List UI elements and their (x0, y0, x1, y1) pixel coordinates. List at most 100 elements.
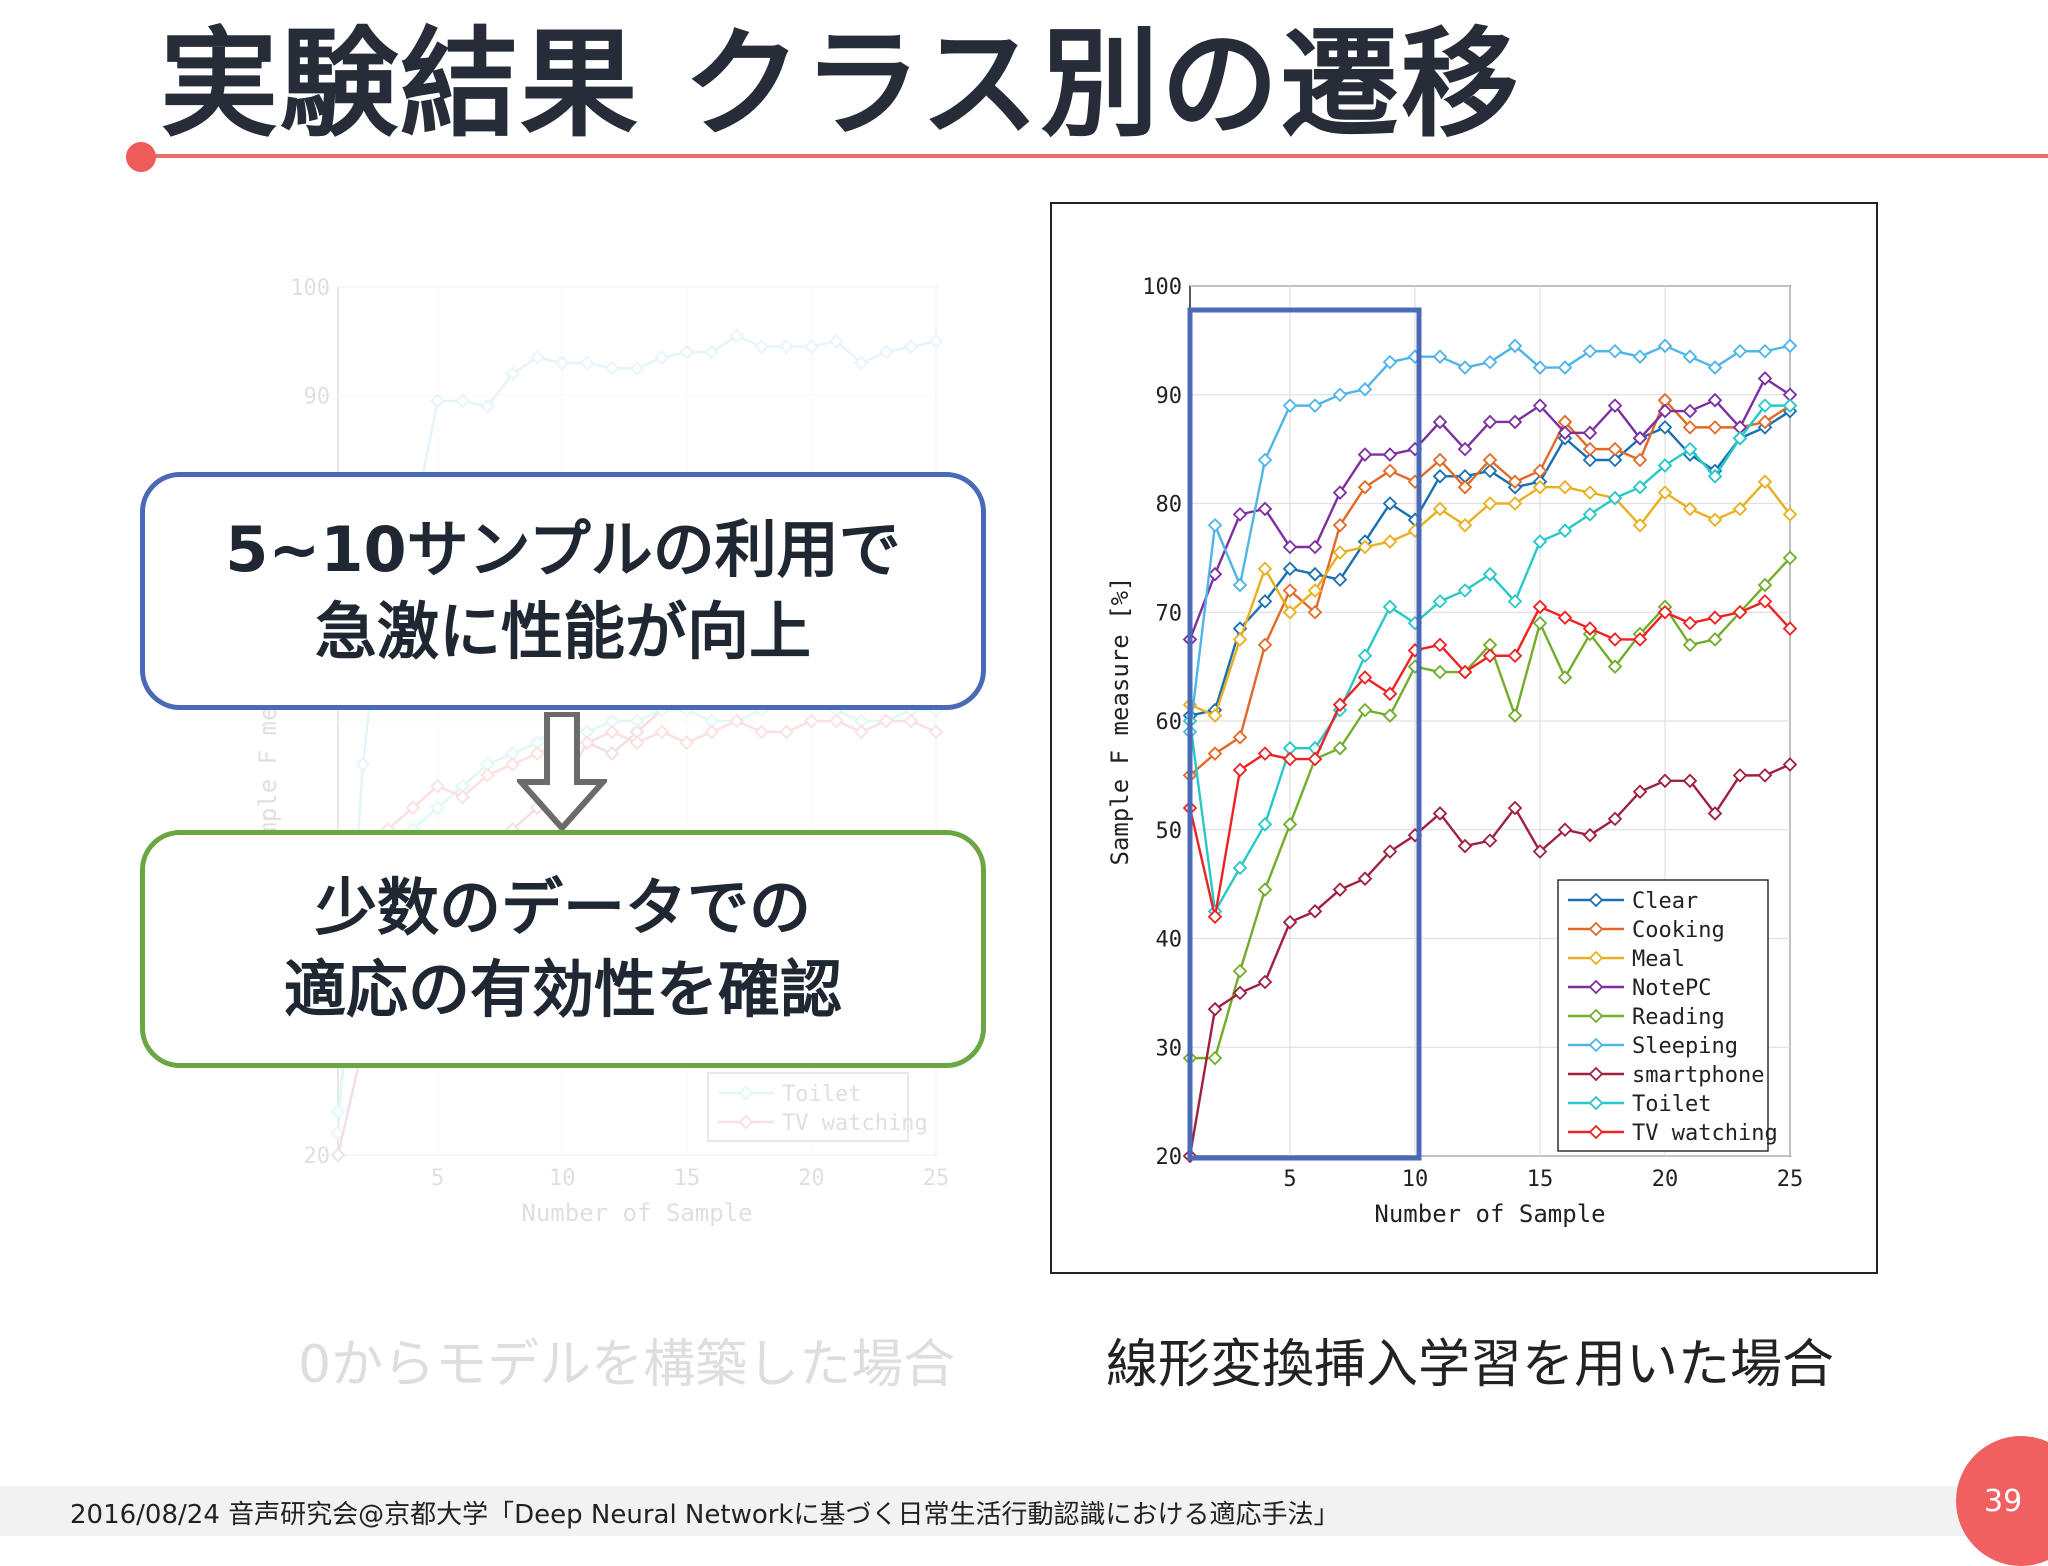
faded-legend-marker-toilet (738, 1085, 754, 1101)
faded-legend-label-tv-watching: TV watching (782, 1111, 928, 1136)
main-y-tick-label: 30 (1156, 1036, 1183, 1061)
main-point-meal (1307, 583, 1323, 598)
caption-linear-transform: 線形変換挿入学習を用いた場合 (1106, 1335, 1835, 1395)
faded-point-sleeping (579, 355, 595, 371)
main-point-tv-watching (1607, 632, 1623, 647)
faded-y-tick-label: 90 (304, 385, 331, 410)
main-point-toilet (1382, 599, 1398, 615)
main-point-cooking (1207, 746, 1223, 761)
main-point-clear (1307, 566, 1323, 582)
main-point-smartphone (1632, 784, 1648, 799)
main-point-clear (1482, 463, 1498, 479)
main-point-tv-watching (1332, 697, 1348, 712)
callout-bottom-line-2: 適応の有効性を確認 (283, 953, 842, 1026)
main-point-smartphone (1532, 844, 1548, 859)
main-point-toilet (1232, 860, 1248, 876)
main-point-smartphone (1307, 904, 1323, 919)
main-point-cooking (1582, 441, 1598, 457)
faded-point-toilet (704, 713, 720, 729)
faded-point-sleeping (505, 366, 520, 382)
main-point-smartphone (1507, 800, 1523, 816)
main-point-cooking (1382, 463, 1398, 479)
main-x-tick-label: 15 (1527, 1167, 1554, 1192)
main-point-cooking (1632, 452, 1648, 468)
main-legend-label-notepc: NotePC (1632, 976, 1711, 1001)
faded-point-tv-watching (853, 724, 869, 740)
faded-point-sleeping (679, 344, 695, 360)
faded-point-toilet (330, 1104, 346, 1119)
main-point-tv-watching (1707, 610, 1723, 625)
main-point-notepc (1757, 371, 1773, 386)
main-point-reading (1757, 577, 1773, 593)
faded-point-toilet (430, 800, 445, 816)
main-point-notepc (1507, 414, 1523, 430)
main-point-cooking (1432, 452, 1448, 468)
callout-performance-gain: 5~10サンプルの利用で 急激に性能が向上 (140, 472, 986, 710)
main-point-smartphone (1557, 822, 1573, 838)
main-point-toilet (1632, 479, 1648, 495)
main-point-tv-watching (1382, 686, 1398, 702)
callout-effectiveness: 少数のデータでの 適応の有効性を確認 (140, 830, 986, 1068)
main-point-meal (1332, 545, 1348, 560)
main-point-clear (1432, 469, 1448, 484)
title-underline (140, 154, 2048, 158)
faded-y-tick-label: 20 (304, 1144, 331, 1169)
faded-point-tv-watching (754, 724, 769, 740)
faded-x-tick-label: 15 (674, 1166, 701, 1191)
main-point-notepc (1257, 501, 1273, 517)
main-point-smartphone (1207, 1001, 1223, 1017)
main-point-sleeping (1782, 338, 1798, 354)
callout-top-line-2: 急激に性能が向上 (314, 595, 811, 668)
main-point-tv-watching (1432, 637, 1448, 653)
faded-point-tv-watching (928, 724, 944, 740)
main-y-tick-label: 60 (1156, 710, 1183, 735)
main-point-meal (1232, 632, 1248, 647)
main-point-sleeping (1732, 343, 1748, 359)
faded-point-sleeping (829, 333, 844, 349)
main-point-tv-watching (1257, 746, 1273, 761)
main-y-tick-label: 100 (1142, 275, 1182, 300)
faded-point-sleeping (754, 339, 769, 354)
faded-point-tv-watching (679, 735, 695, 750)
main-legend-marker-cooking (1588, 921, 1604, 937)
main-point-notepc (1632, 430, 1648, 446)
main-y-tick-label: 80 (1156, 493, 1183, 518)
main-x-tick-label: 20 (1652, 1167, 1679, 1192)
main-point-smartphone (1732, 768, 1748, 783)
main-point-cooking (1332, 517, 1348, 533)
faded-point-sleeping (530, 350, 545, 365)
main-point-meal (1682, 501, 1698, 517)
main-point-reading (1257, 882, 1273, 897)
main-legend-label-clear: Clear (1632, 889, 1698, 914)
main-point-notepc (1607, 398, 1623, 413)
main-point-toilet (1682, 441, 1698, 457)
down-arrow-icon (517, 712, 607, 832)
main-point-tv-watching (1782, 621, 1798, 636)
faded-point-tv-watching (878, 713, 894, 729)
main-point-tv-watching (1207, 909, 1223, 925)
main-point-meal (1757, 474, 1773, 490)
main-point-toilet (1507, 594, 1523, 609)
faded-point-toilet (853, 713, 869, 729)
main-point-toilet (1582, 507, 1598, 522)
main-point-sleeping (1482, 354, 1498, 370)
main-point-reading (1432, 664, 1448, 680)
main-point-toilet (1657, 458, 1673, 473)
main-point-sleeping (1682, 349, 1698, 364)
faded-point-tv-watching (405, 800, 421, 816)
main-point-reading (1557, 670, 1573, 685)
main-point-toilet (1557, 523, 1573, 538)
main-y-tick-label: 90 (1156, 384, 1183, 409)
main-point-tv-watching (1757, 594, 1773, 609)
main-legend-marker-smartphone (1588, 1066, 1604, 1082)
faded-x-tick-label: 25 (923, 1166, 950, 1191)
main-point-smartphone (1657, 773, 1673, 789)
faded-point-sleeping (554, 355, 570, 371)
faded-point-sleeping (903, 339, 919, 354)
main-x-tick-label: 5 (1283, 1167, 1296, 1192)
faded-point-sleeping (704, 344, 720, 360)
main-point-smartphone (1482, 833, 1498, 848)
faded-point-smartphone (629, 724, 645, 740)
main-point-smartphone (1457, 838, 1473, 854)
main-point-meal (1257, 561, 1273, 577)
